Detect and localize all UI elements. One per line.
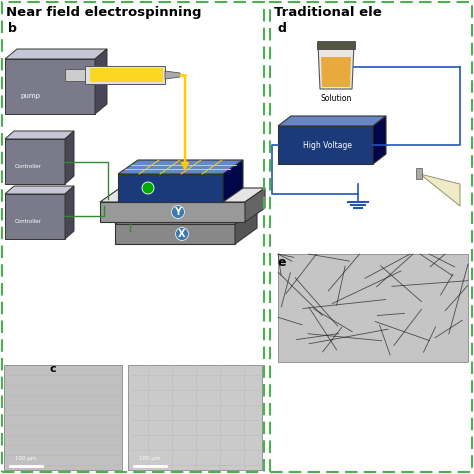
Polygon shape xyxy=(278,126,373,164)
Text: 100 μm: 100 μm xyxy=(15,456,36,461)
Bar xyxy=(128,365,262,470)
Bar xyxy=(278,254,468,362)
Polygon shape xyxy=(245,188,265,222)
Polygon shape xyxy=(65,69,85,81)
Text: pump: pump xyxy=(20,93,40,99)
Polygon shape xyxy=(416,168,422,179)
Polygon shape xyxy=(115,224,235,244)
Text: e: e xyxy=(278,256,286,269)
Text: Controller: Controller xyxy=(15,164,41,168)
Polygon shape xyxy=(5,49,107,59)
Polygon shape xyxy=(321,57,351,87)
Polygon shape xyxy=(100,188,265,202)
Polygon shape xyxy=(223,160,243,202)
Bar xyxy=(4,365,122,470)
Text: Solution: Solution xyxy=(320,94,352,103)
Text: Controller: Controller xyxy=(15,219,41,224)
Polygon shape xyxy=(5,59,95,114)
Text: d: d xyxy=(278,22,287,35)
Polygon shape xyxy=(65,186,74,239)
Polygon shape xyxy=(420,174,460,206)
Polygon shape xyxy=(65,131,74,184)
Polygon shape xyxy=(317,41,355,49)
Polygon shape xyxy=(318,44,354,89)
Polygon shape xyxy=(95,49,107,114)
Polygon shape xyxy=(165,71,180,79)
Text: b: b xyxy=(8,22,17,35)
Polygon shape xyxy=(373,116,386,164)
Polygon shape xyxy=(118,160,243,174)
Text: 100 μm: 100 μm xyxy=(139,456,161,461)
Polygon shape xyxy=(100,202,245,222)
Polygon shape xyxy=(5,139,65,184)
Polygon shape xyxy=(278,116,386,126)
Polygon shape xyxy=(5,186,74,194)
Polygon shape xyxy=(118,174,223,202)
Text: Y: Y xyxy=(174,207,182,217)
Polygon shape xyxy=(85,66,165,84)
Text: X: X xyxy=(178,229,186,239)
Polygon shape xyxy=(235,208,257,244)
Text: Traditional ele: Traditional ele xyxy=(274,6,382,19)
Polygon shape xyxy=(5,194,65,239)
Polygon shape xyxy=(5,131,74,139)
Text: High Voltage: High Voltage xyxy=(303,140,353,149)
Polygon shape xyxy=(115,208,257,224)
Text: Near field electrospinning: Near field electrospinning xyxy=(6,6,201,19)
Text: c: c xyxy=(50,364,56,374)
Polygon shape xyxy=(90,68,163,82)
Circle shape xyxy=(142,182,154,194)
